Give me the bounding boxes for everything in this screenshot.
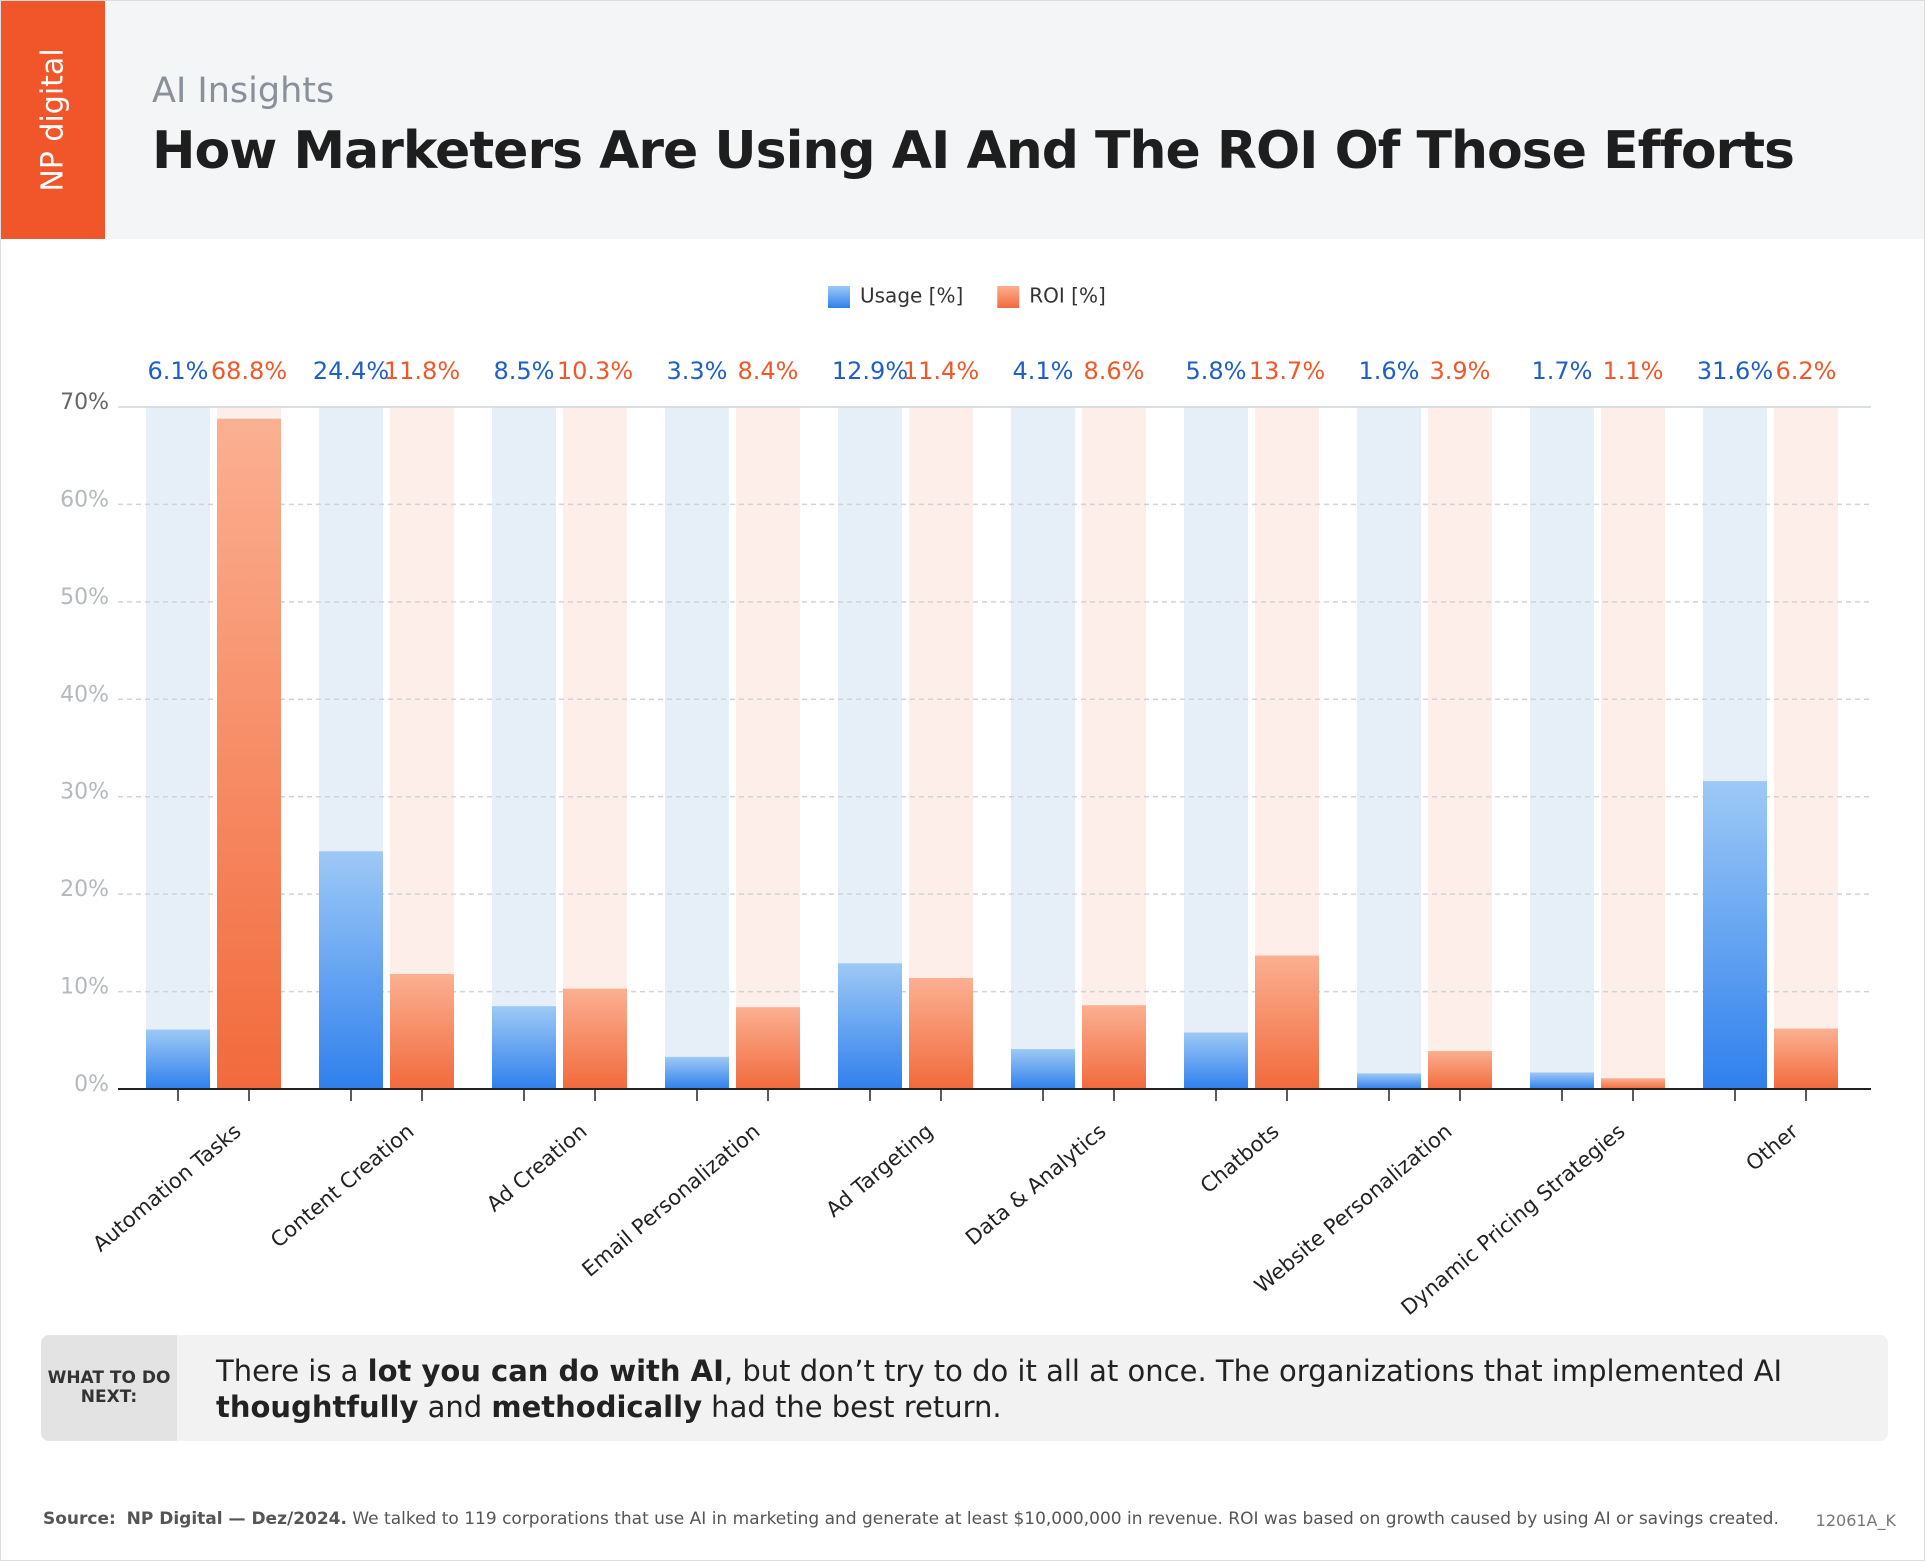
y-tick-label: 40% [60, 682, 109, 707]
bar-background [1011, 407, 1075, 1089]
bar [1530, 1072, 1594, 1089]
note-segment: had the best return. [701, 1390, 1002, 1425]
value-label: 3.3% [667, 357, 728, 385]
bar [1184, 1032, 1248, 1089]
value-label: 11.8% [384, 357, 460, 385]
footer: Source: NP Digital — Dez/2024. We talked… [43, 1509, 1779, 1529]
note-text: There is a lot you can do with AI, but d… [216, 1353, 1816, 1426]
y-tick-label: 60% [60, 487, 109, 512]
note-segment: lot you can do with AI [367, 1354, 724, 1388]
bar-background [909, 407, 973, 1089]
legend-label: ROI [%] [1029, 284, 1106, 308]
bar [319, 851, 383, 1089]
bar-background [1530, 407, 1594, 1089]
bar [146, 1029, 210, 1089]
value-label: 8.5% [494, 357, 555, 385]
value-label: 5.8% [1186, 357, 1247, 385]
note-segment: , but don’t try to do it all at once. Th… [723, 1354, 1783, 1388]
legend-label: Usage [%] [860, 284, 963, 308]
bar [909, 977, 973, 1089]
value-label: 31.6% [1697, 357, 1773, 385]
bar-background [665, 407, 729, 1089]
value-label: 3.9% [1430, 357, 1491, 385]
bar [1601, 1078, 1665, 1089]
bar-background [1357, 407, 1421, 1089]
source: NP Digital — Dez/2024. [126, 1509, 347, 1529]
value-label: 24.4% [313, 357, 389, 385]
bar-background [563, 407, 627, 1089]
bar [1428, 1051, 1492, 1089]
note-label: WHAT TO DO NEXT: [41, 1335, 177, 1441]
chart: Usage [%] ROI [%] 0% 10% 20% 30% 40% 50% 60% 70% 6… [60, 284, 1871, 1320]
value-label: 4.1% [1013, 357, 1074, 385]
logo: NP digital [1, 1, 105, 239]
note-segment: thoughtfully [216, 1390, 419, 1425]
title: How Marketers Are Using AI And The ROI O… [152, 121, 1795, 181]
x-tick-label: Automation Tasks [88, 1119, 245, 1256]
note: WHAT TO DO NEXT: There is a lot you can … [41, 1335, 1888, 1441]
value-label: 12.9% [832, 357, 908, 385]
header: NP digital AI Insights How Marketers Are… [1, 1, 1924, 239]
x-tick-label: Ad Targeting [821, 1119, 937, 1222]
note-segment: methodically [491, 1390, 702, 1425]
bar [838, 963, 902, 1089]
code: 12061A_K [1815, 1511, 1896, 1530]
bar [1703, 781, 1767, 1089]
y-tick-label: 20% [60, 877, 109, 902]
bar-background [1601, 407, 1665, 1089]
x-tick-label: Content Creation [266, 1119, 419, 1252]
bar-background [736, 407, 800, 1089]
bar [665, 1056, 729, 1089]
logo-text: NP digital [35, 48, 71, 192]
y-tick-label: 10% [60, 975, 109, 1000]
value-label: 11.4% [903, 357, 979, 385]
bar-background [1428, 407, 1492, 1089]
footer-text: We talked to 119 corporations that use A… [346, 1509, 1779, 1529]
bar-background [146, 407, 210, 1089]
x-tick-label: Email Personalization [577, 1119, 764, 1281]
x-tick-label: Other [1741, 1119, 1802, 1176]
value-label: 10.3% [557, 357, 633, 385]
subtitle: AI Insights [152, 71, 335, 111]
x-tick-label: Chatbots [1196, 1119, 1284, 1198]
bar [1255, 955, 1319, 1089]
bar [492, 1006, 556, 1089]
value-label: 68.8% [211, 357, 287, 385]
y-tick-label: 50% [60, 585, 109, 610]
value-label: 8.6% [1084, 357, 1145, 385]
x-tick-label: Website Personalization [1250, 1119, 1457, 1298]
bar [1774, 1028, 1838, 1089]
x-tick-label: Ad Creation [482, 1119, 592, 1216]
legend-swatch [997, 286, 1020, 308]
bar [1357, 1073, 1421, 1089]
value-label: 1.6% [1359, 357, 1420, 385]
value-label: 8.4% [738, 357, 799, 385]
note-segment: and [418, 1390, 492, 1425]
value-label: 6.1% [148, 357, 209, 385]
y-tick-label: 30% [60, 780, 109, 805]
value-label: 1.7% [1532, 357, 1593, 385]
bar [736, 1007, 800, 1089]
x-tick-label: Data & Analytics [961, 1119, 1111, 1250]
bar [563, 988, 627, 1089]
value-label: 13.7% [1249, 357, 1325, 385]
source-label: Source: [43, 1509, 116, 1529]
legend-swatch [828, 286, 850, 308]
bar [1082, 1005, 1146, 1089]
bar-background [1774, 407, 1838, 1089]
bar-background [1184, 407, 1248, 1089]
bar-background [1082, 407, 1146, 1089]
value-label: 1.1% [1603, 357, 1664, 385]
note-segment: There is a [216, 1354, 368, 1388]
bar [390, 974, 454, 1089]
bar [1011, 1049, 1075, 1089]
bar [217, 418, 281, 1089]
bar-background [492, 407, 556, 1089]
y-tick-label: 70% [60, 390, 109, 415]
value-label: 6.2% [1776, 357, 1837, 385]
y-tick-label: 0% [74, 1072, 109, 1097]
